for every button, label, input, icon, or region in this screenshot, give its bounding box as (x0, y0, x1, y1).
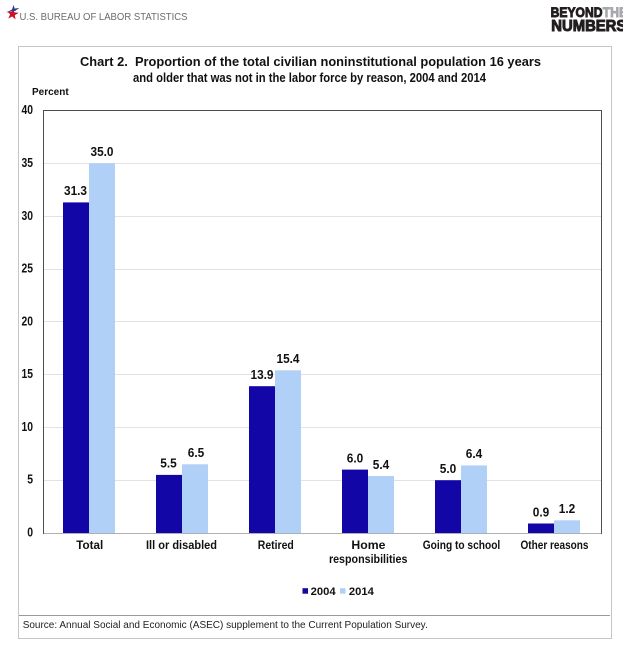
svg-text:25: 25 (22, 261, 34, 276)
svg-text:15: 15 (22, 366, 34, 381)
svg-text:THE: THE (603, 5, 623, 20)
svg-text:10: 10 (22, 419, 34, 434)
svg-text:Percent: Percent (32, 87, 69, 98)
svg-text:U.S. BUREAU OF LABOR STATISTIC: U.S. BUREAU OF LABOR STATISTICS (20, 12, 188, 23)
svg-text:NUMBERS: NUMBERS (551, 18, 623, 35)
svg-text:31.3: 31.3 (64, 183, 87, 198)
svg-text:6.0: 6.0 (347, 450, 364, 465)
svg-text:and older that was not in the: and older that was not in the labor forc… (133, 70, 487, 85)
svg-text:responsibilities: responsibilities (329, 552, 408, 566)
svg-text:BEYOND: BEYOND (551, 5, 603, 20)
svg-text:Chart 2. Proportion of the to: Chart 2. Proportion of the total civilia… (80, 54, 541, 69)
svg-text:5.0: 5.0 (440, 461, 457, 476)
svg-text:2004: 2004 (311, 586, 337, 598)
svg-text:Retired: Retired (258, 538, 294, 552)
svg-text:5.5: 5.5 (160, 456, 177, 471)
svg-text:35.0: 35.0 (91, 144, 114, 159)
svg-text:Going to school: Going to school (423, 538, 501, 552)
svg-text:5: 5 (27, 472, 33, 487)
svg-text:35: 35 (22, 155, 34, 170)
svg-text:6.4: 6.4 (466, 446, 483, 461)
svg-text:Home: Home (351, 538, 385, 552)
svg-text:13.9: 13.9 (251, 367, 274, 382)
svg-text:5.4: 5.4 (373, 457, 390, 472)
svg-text:2014: 2014 (349, 586, 375, 598)
svg-text:15.4: 15.4 (277, 351, 301, 366)
svg-text:0: 0 (27, 525, 33, 540)
svg-text:6.5: 6.5 (188, 445, 205, 460)
svg-text:0.9: 0.9 (533, 504, 550, 519)
svg-text:1.2: 1.2 (559, 501, 576, 516)
svg-text:Other reasons: Other reasons (521, 538, 589, 552)
svg-text:Total: Total (76, 538, 103, 552)
svg-text:20: 20 (22, 313, 34, 328)
svg-text:30: 30 (22, 208, 34, 223)
svg-text:40: 40 (22, 102, 34, 117)
svg-text:Ill or disabled: Ill or disabled (146, 538, 217, 552)
